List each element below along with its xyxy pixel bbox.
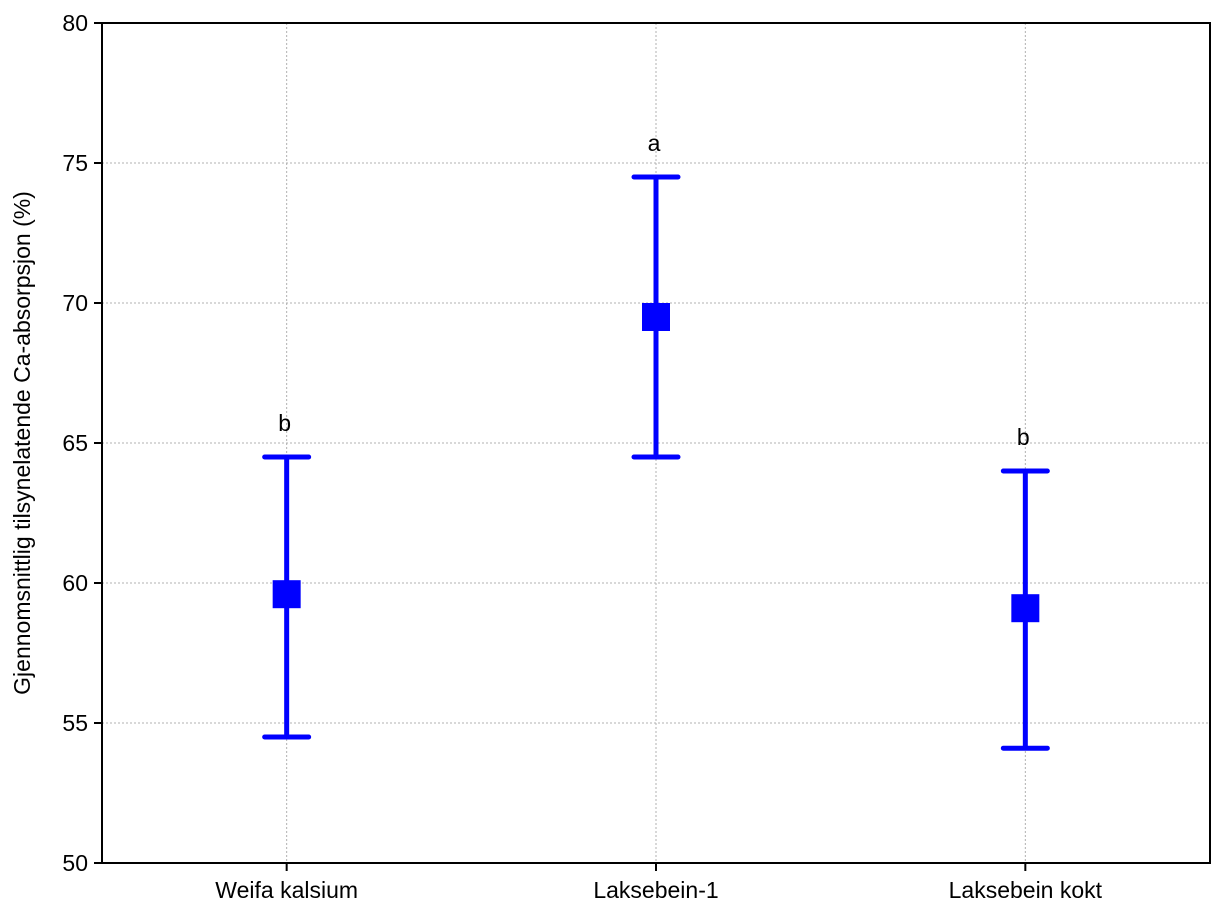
- x-category-label: Laksebein kokt: [949, 877, 1103, 903]
- y-tick-label: 80: [62, 10, 88, 36]
- y-tick-label: 65: [62, 430, 88, 456]
- x-category-label: Laksebein-1: [593, 877, 718, 903]
- y-tick-label: 70: [62, 290, 88, 316]
- significance-label: b: [278, 410, 291, 436]
- mean-marker: [272, 580, 301, 609]
- mean-marker: [1011, 594, 1040, 623]
- y-tick-label: 60: [62, 570, 88, 596]
- error-bar-group: b: [262, 410, 312, 740]
- error-bar-group: a: [631, 130, 681, 460]
- y-tick-label: 75: [62, 150, 88, 176]
- y-tick-label: 55: [62, 710, 88, 736]
- significance-label: b: [1017, 424, 1030, 450]
- significance-label: a: [648, 130, 661, 156]
- y-axis-label: Gjennomsnittlig tilsynelatende Ca-absorp…: [9, 191, 35, 695]
- x-category-label: Weifa kalsium: [215, 877, 358, 903]
- y-axis: 50 55 60 65 70 75 80: [62, 10, 102, 876]
- error-bar-group: b: [1000, 424, 1050, 751]
- x-axis: Weifa kalsium Laksebein-1 Laksebein kokt: [215, 863, 1103, 903]
- y-tick-label: 50: [62, 850, 88, 876]
- mean-marker: [642, 303, 670, 331]
- series-group: b a b: [262, 130, 1050, 751]
